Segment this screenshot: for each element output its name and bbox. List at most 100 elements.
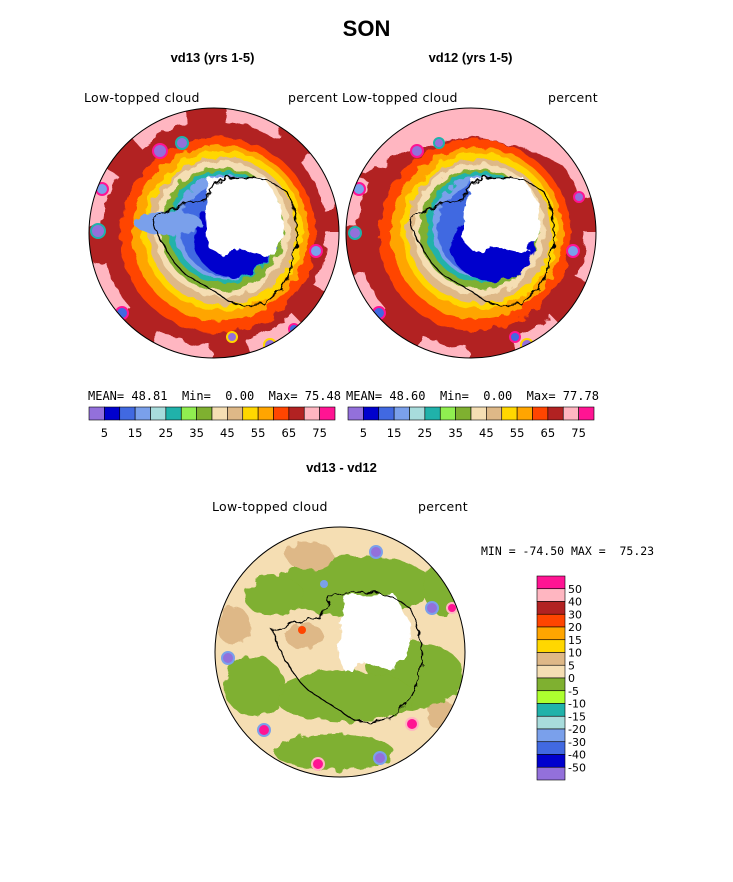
colorbar-swatch xyxy=(196,406,213,421)
colorbar-tick-label: 20 xyxy=(568,621,582,634)
colorbar-swatch xyxy=(516,406,533,421)
colorbar-swatch xyxy=(536,588,566,602)
colorbar-tick-label: -10 xyxy=(568,698,586,711)
max-label: Max= xyxy=(526,389,556,403)
colorbar-swatch xyxy=(536,613,566,628)
colorbar-swatch xyxy=(439,406,456,421)
colorbar-tick-label: -5 xyxy=(568,685,579,698)
colorbar-tick-label: 15 xyxy=(128,426,143,440)
colorbar-tick-label: 5 xyxy=(568,659,575,672)
mean-value: 48.81 xyxy=(131,389,168,403)
max-value: 75.48 xyxy=(304,389,341,403)
colorbar-swatch xyxy=(273,406,290,421)
stats-vd12: MEAN= 48.60 Min= 0.00 Max= 77.78 xyxy=(346,389,599,403)
polar-map-diff xyxy=(214,526,466,778)
colorbar-swatch xyxy=(288,406,305,421)
colorbar-tick-label: 55 xyxy=(251,426,266,440)
colorbar-tick-label: 45 xyxy=(220,426,235,440)
mean-label: MEAN= xyxy=(88,389,125,403)
max-value: 77.78 xyxy=(562,389,599,403)
panel-units-label-vd12: percent xyxy=(548,90,598,105)
colorbar-tick-label: 55 xyxy=(510,426,525,440)
colorbar-swatch xyxy=(242,406,259,421)
colorbar-swatch xyxy=(211,406,228,421)
colorbar-swatch xyxy=(227,406,244,421)
colorbar-swatch xyxy=(536,741,566,755)
min-value: 0.00 xyxy=(483,389,513,403)
colorbar-tick-label: -40 xyxy=(568,749,586,762)
min-label: Min= xyxy=(439,389,469,403)
colorbar-swatch xyxy=(501,406,518,421)
colorbar-swatch xyxy=(536,690,566,704)
colorbar-swatch xyxy=(455,406,472,421)
mean-label: MEAN= xyxy=(346,389,383,403)
colorbar-swatch xyxy=(536,766,566,781)
diff-units-label: percent xyxy=(418,499,468,514)
colorbar-tick-label: 25 xyxy=(159,426,174,440)
colorbar-swatch xyxy=(88,406,105,421)
colorbar-tick-label: 35 xyxy=(448,426,463,440)
colorbar-swatch xyxy=(536,639,566,653)
colorbar-tick-label: 35 xyxy=(189,426,204,440)
colorbar-vd13: 5 15 25 35 45 55 65 75 xyxy=(88,406,336,440)
colorbar-tick-label: 5 xyxy=(360,426,367,440)
colorbar-tick-label: -15 xyxy=(568,710,586,723)
colorbar-swatch xyxy=(393,406,410,421)
colorbar-tick-label: 30 xyxy=(568,608,582,621)
colorbar-tick-label: 10 xyxy=(568,647,582,660)
colorbar-tick-label: -30 xyxy=(568,736,586,749)
panel-title-vd13: vd13 (yrs 1-5) xyxy=(170,50,255,65)
panel-variable-label-vd12: Low-topped cloud xyxy=(342,90,458,105)
colorbar-swatch xyxy=(536,652,566,666)
figure-title: SON xyxy=(342,16,391,41)
colorbar-tick-label: 0 xyxy=(568,672,575,685)
diff-minmax: MIN = -74.50 MAX = 75.23 xyxy=(481,544,655,558)
colorbar-swatch xyxy=(536,664,566,679)
colorbar-tick-label: 75 xyxy=(571,426,586,440)
colorbar-swatch xyxy=(303,406,320,421)
colorbar-swatch xyxy=(104,406,121,421)
min-label: Min= xyxy=(181,389,211,403)
colorbar-swatch xyxy=(536,575,566,590)
colorbar-swatch xyxy=(424,406,441,421)
colorbar-swatch xyxy=(547,406,564,421)
colorbar-swatch xyxy=(536,754,566,768)
colorbar-tick-label: 45 xyxy=(479,426,494,440)
colorbar-vd12: 5 15 25 35 45 55 65 75 xyxy=(347,406,595,440)
colorbar-tick-label: 40 xyxy=(568,596,582,609)
mean-value: 48.60 xyxy=(389,389,426,403)
colorbar-swatch xyxy=(578,406,595,421)
colorbar-tick-label: -20 xyxy=(568,723,586,736)
colorbar-swatch xyxy=(165,406,182,421)
colorbar-swatch xyxy=(180,406,197,421)
colorbar-swatch xyxy=(150,406,167,421)
colorbar-tick-label: 25 xyxy=(418,426,433,440)
colorbar-swatch xyxy=(470,406,487,421)
colorbar-tick-label: 65 xyxy=(541,426,556,440)
colorbar-swatch xyxy=(378,406,395,421)
diff-title: vd13 - vd12 xyxy=(306,460,377,475)
stats-vd13: MEAN= 48.81 Min= 0.00 Max= 75.48 xyxy=(88,389,341,403)
diff-variable-label: Low-topped cloud xyxy=(212,499,328,514)
panel-title-vd12: vd12 (yrs 1-5) xyxy=(428,50,513,65)
colorbar-swatch xyxy=(409,406,426,421)
polar-map-vd13 xyxy=(88,107,340,359)
colorbar-swatch xyxy=(536,715,566,730)
colorbar-swatch xyxy=(562,406,579,421)
colorbar-swatch xyxy=(257,406,274,421)
panel-variable-label-vd13: Low-topped cloud xyxy=(84,90,200,105)
polar-map-vd12 xyxy=(345,107,597,359)
colorbar-swatch xyxy=(536,728,566,743)
colorbar-swatch xyxy=(536,677,566,692)
colorbar-swatch xyxy=(119,406,136,421)
colorbar-tick-label: 5 xyxy=(101,426,108,440)
panel-units-label-vd13: percent xyxy=(288,90,338,105)
colorbar-swatch xyxy=(536,703,566,717)
colorbar-tick-label: 15 xyxy=(568,634,582,647)
colorbar-tick-label: 65 xyxy=(282,426,297,440)
colorbar-tick-label: 15 xyxy=(387,426,402,440)
max-label: Max= xyxy=(268,389,298,403)
colorbar-swatch xyxy=(486,406,503,421)
colorbar-tick-label: 75 xyxy=(312,426,327,440)
